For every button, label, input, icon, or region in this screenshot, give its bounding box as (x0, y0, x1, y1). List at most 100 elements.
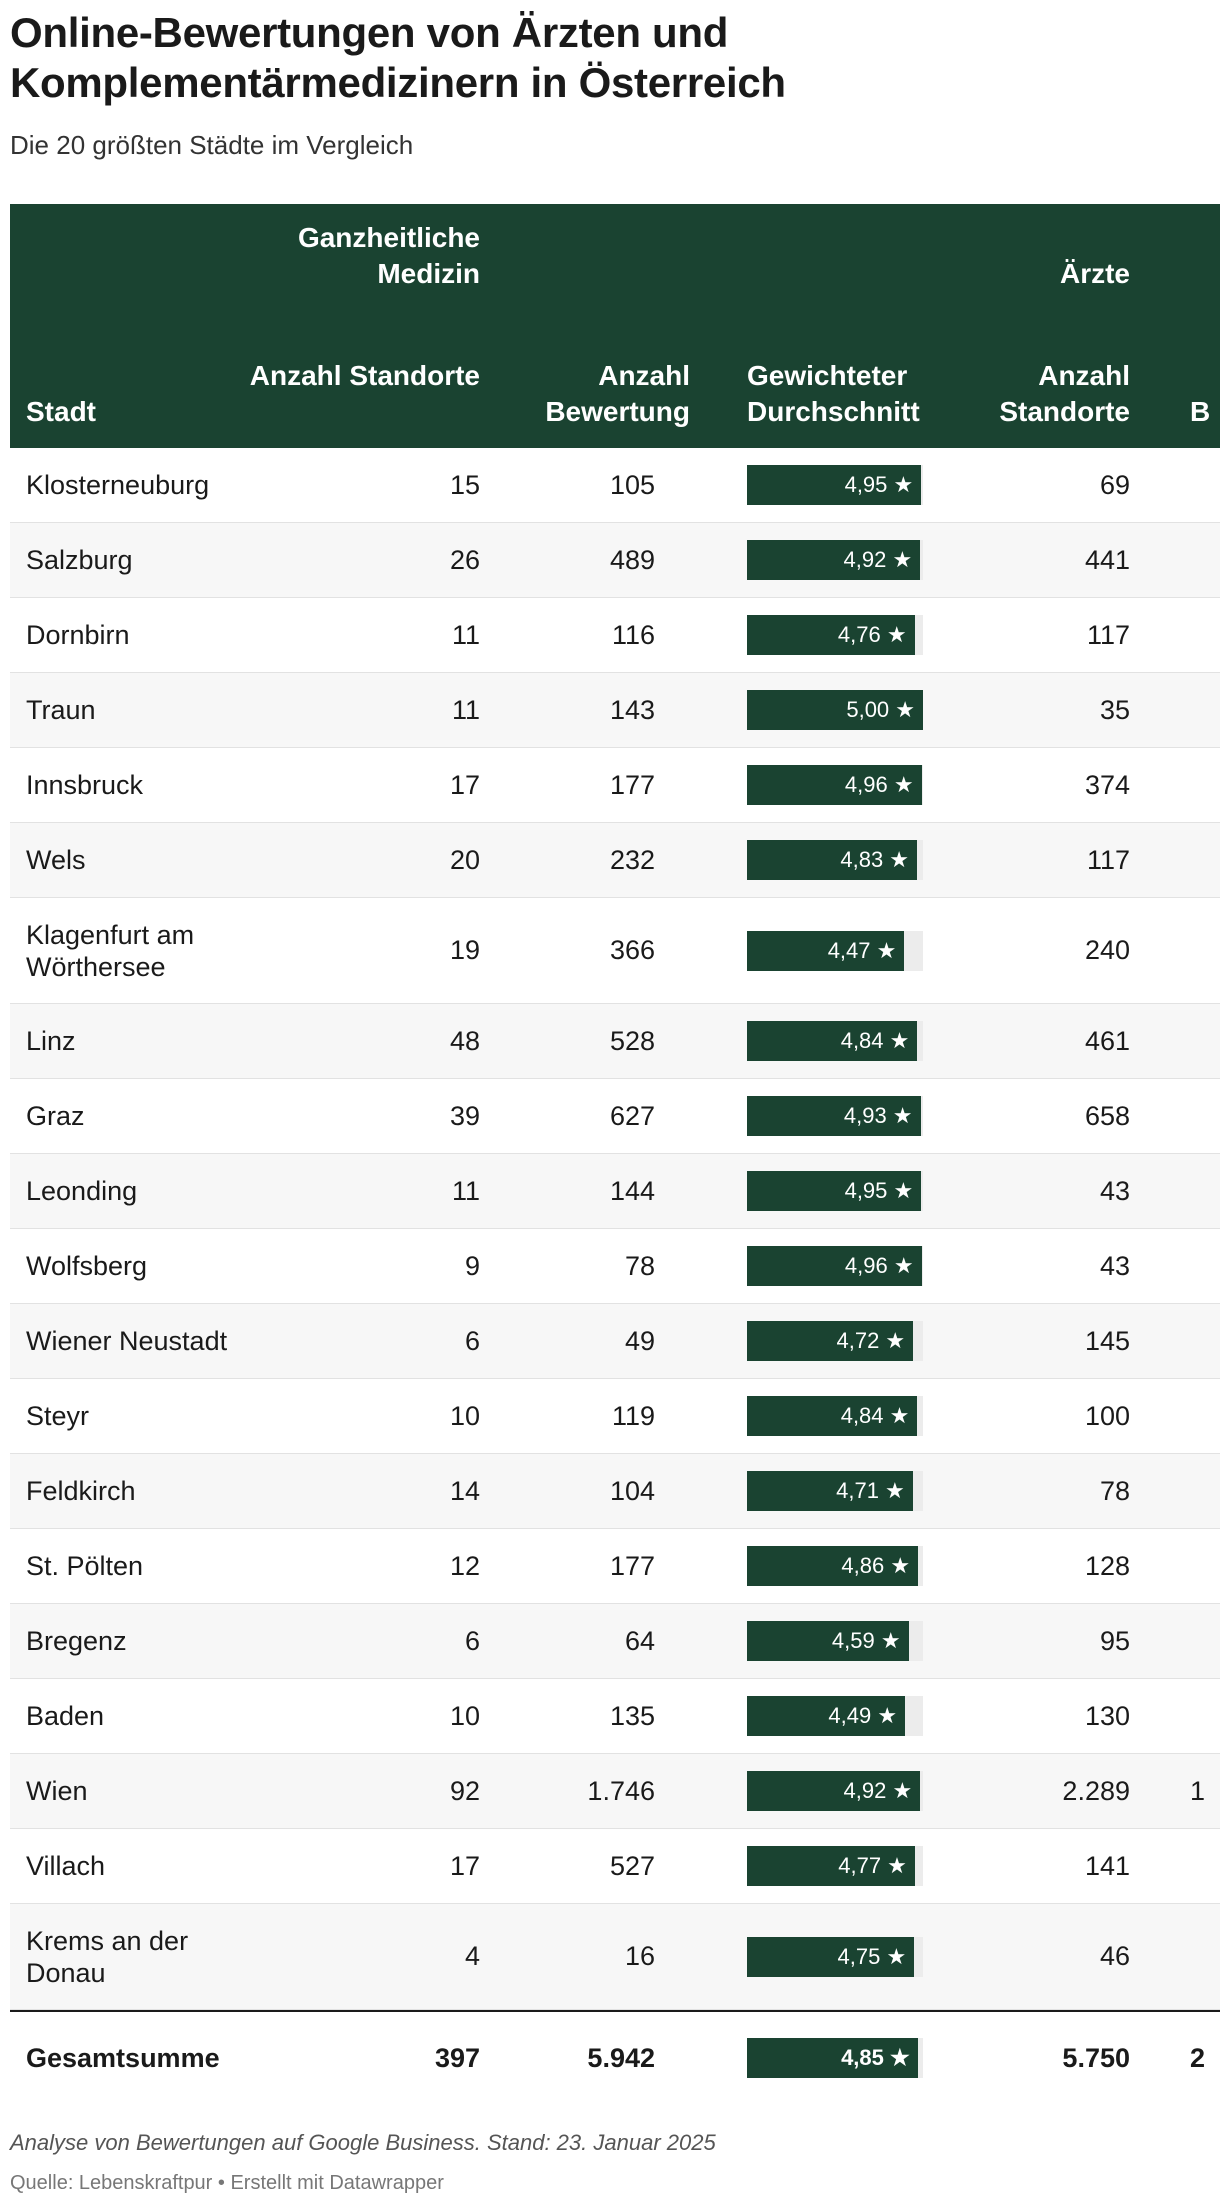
ae-reviews-cell (1190, 1829, 1220, 1903)
table-row: Innsbruck 17 177 4,96 ★ 374 (10, 748, 1220, 823)
rating-bar: 4,95 ★ (747, 465, 922, 505)
gm-locations-cell: 10 (240, 1679, 480, 1753)
rating-bar: 4,85 ★ (747, 2038, 918, 2078)
ae-locations-cell-text: 2.289 (1062, 1775, 1130, 1806)
rating-bar-track: 4,76 ★ (747, 615, 923, 655)
ae-locations-cell-text: 374 (1084, 769, 1130, 800)
gm-reviews-cell: 528 (500, 1004, 655, 1078)
ae-locations-cell-text: 78 (1099, 1475, 1130, 1506)
rating-bar: 4,84 ★ (747, 1396, 918, 1436)
rating-bar-track: 5,00 ★ (747, 690, 923, 730)
gm-reviews-cell: 119 (500, 1379, 655, 1453)
city-cell-text: Villach (26, 1851, 106, 1881)
gm-reviews-cell-text: 104 (609, 1475, 655, 1506)
gm-reviews-cell-text: 1.746 (587, 1775, 655, 1806)
gm-reviews-cell: 104 (500, 1454, 655, 1528)
gm-locations-cell-text: 6 (464, 1325, 480, 1356)
city-cell: Klagenfurt am Wörthersee (26, 898, 236, 1003)
city-cell-text: Krems an der Donau (26, 1925, 189, 1988)
gm-reviews-cell-text: 232 (609, 844, 655, 875)
rating-bar-label: 4,84 ★ (840, 1028, 910, 1053)
column-header-ae-anzahl-standorte[interactable]: Anzahl Standorte (999, 360, 1130, 427)
total-label-cell-text: Gesamtsumme (26, 2043, 220, 2073)
gm-avg-cell: 4,83 ★ (747, 823, 925, 897)
city-cell: Villach (26, 1829, 236, 1903)
rating-bar-label: 4,49 ★ (828, 1703, 898, 1728)
ae-locations-cell-text: 441 (1084, 544, 1130, 575)
ae-locations-cell: 117 (960, 598, 1130, 672)
total-gm-locations-cell: 397 (240, 2012, 480, 2104)
city-cell: Baden (26, 1679, 236, 1753)
rating-bar: 4,86 ★ (747, 1546, 919, 1586)
table-row: St. Pölten 12 177 4,86 ★ 128 (10, 1529, 1220, 1604)
gm-avg-cell: 4,96 ★ (747, 1229, 925, 1303)
city-cell: Wiener Neustadt (26, 1304, 236, 1378)
rating-bar: 4,95 ★ (747, 1171, 922, 1211)
rating-bar-track: 4,96 ★ (747, 1246, 923, 1286)
ae-locations-cell: 35 (960, 673, 1130, 747)
table-row: Wolfsberg 9 78 4,96 ★ 43 (10, 1229, 1220, 1304)
ae-locations-cell-text: 141 (1084, 1850, 1130, 1881)
gm-locations-cell: 17 (240, 748, 480, 822)
rating-bar-label: 4,96 ★ (844, 772, 914, 797)
gm-locations-cell: 6 (240, 1304, 480, 1378)
ae-locations-cell: 43 (960, 1154, 1130, 1228)
city-cell-text: Linz (26, 1026, 76, 1056)
column-header-gm-anzahl-standorte[interactable]: Anzahl Standorte (249, 360, 480, 391)
rating-bar: 4,93 ★ (747, 1096, 921, 1136)
rating-bar-track: 4,83 ★ (747, 840, 923, 880)
rating-bar-label: 4,75 ★ (837, 1943, 907, 1969)
rating-bar-track: 4,95 ★ (747, 1171, 923, 1211)
gm-avg-cell: 4,92 ★ (747, 523, 925, 597)
gm-locations-cell-text: 9 (464, 1250, 480, 1281)
rating-bar: 4,96 ★ (747, 1246, 922, 1286)
ae-reviews-cell (1190, 1304, 1220, 1378)
city-cell-text: Baden (26, 1701, 105, 1731)
city-cell-text: Klosterneuburg (26, 470, 210, 500)
city-cell-text: Wolfsberg (26, 1251, 148, 1281)
ae-locations-cell: 43 (960, 1229, 1130, 1303)
gm-locations-cell: 19 (240, 898, 480, 1003)
total-ae-reviews-cell-text: 2 (1190, 2042, 1206, 2073)
gm-reviews-cell-text: 16 (624, 1941, 655, 1971)
ae-reviews-cell (1190, 898, 1220, 1003)
gm-avg-cell: 4,93 ★ (747, 1079, 925, 1153)
city-cell: Steyr (26, 1379, 236, 1453)
rating-bar-label: 4,71 ★ (836, 1478, 905, 1503)
gm-locations-cell: 92 (240, 1754, 480, 1828)
rating-bar-track: 4,77 ★ (747, 1846, 923, 1886)
gm-locations-cell: 20 (240, 823, 480, 897)
rating-bar-track: 4,93 ★ (747, 1096, 923, 1136)
gm-locations-cell-text: 4 (464, 1941, 480, 1971)
gm-avg-cell: 4,84 ★ (747, 1379, 925, 1453)
rating-bar: 4,59 ★ (747, 1621, 909, 1661)
gm-avg-cell: 4,49 ★ (747, 1679, 925, 1753)
column-header-gm-anzahl-bewertung[interactable]: Anzahl Bewertung (545, 360, 690, 427)
table-row: Klosterneuburg 15 105 4,95 ★ 69 (10, 448, 1220, 523)
gm-reviews-cell-text: 116 (611, 619, 655, 650)
group-header-aerzte: Ärzte (1059, 258, 1130, 289)
rating-bar-track: 4,92 ★ (747, 1771, 923, 1811)
ae-locations-cell: 141 (960, 1829, 1130, 1903)
ae-reviews-cell-text: 1 (1190, 1775, 1206, 1806)
city-cell-text: Feldkirch (26, 1476, 136, 1506)
ae-locations-cell-text: 117 (1086, 844, 1130, 875)
gm-locations-cell-text: 19 (449, 935, 480, 965)
column-header-ae-bewertung-partial[interactable]: B (1190, 396, 1211, 427)
column-header-stadt[interactable]: Stadt (26, 396, 96, 427)
ae-locations-cell: 658 (960, 1079, 1130, 1153)
city-cell-text: Steyr (26, 1401, 90, 1431)
gm-locations-cell-text: 11 (451, 694, 480, 725)
city-cell-text: Graz (26, 1101, 85, 1131)
gm-locations-cell-text: 11 (451, 1175, 480, 1206)
total-ae-locations-cell-text: 5.750 (1062, 2042, 1130, 2073)
ae-reviews-cell (1190, 1379, 1220, 1453)
ae-reviews-cell (1190, 598, 1220, 672)
gm-reviews-cell-text: 528 (609, 1025, 655, 1056)
page-subtitle: Die 20 größten Städte im Vergleich (10, 130, 414, 160)
gm-locations-cell: 39 (240, 1079, 480, 1153)
gm-reviews-cell: 144 (500, 1154, 655, 1228)
gm-reviews-cell: 232 (500, 823, 655, 897)
column-header-gm-gewichteter-durchschnitt[interactable]: Gewichteter Durchschnitt (747, 360, 920, 427)
rating-bar-label: 4,92 ★ (843, 547, 913, 572)
